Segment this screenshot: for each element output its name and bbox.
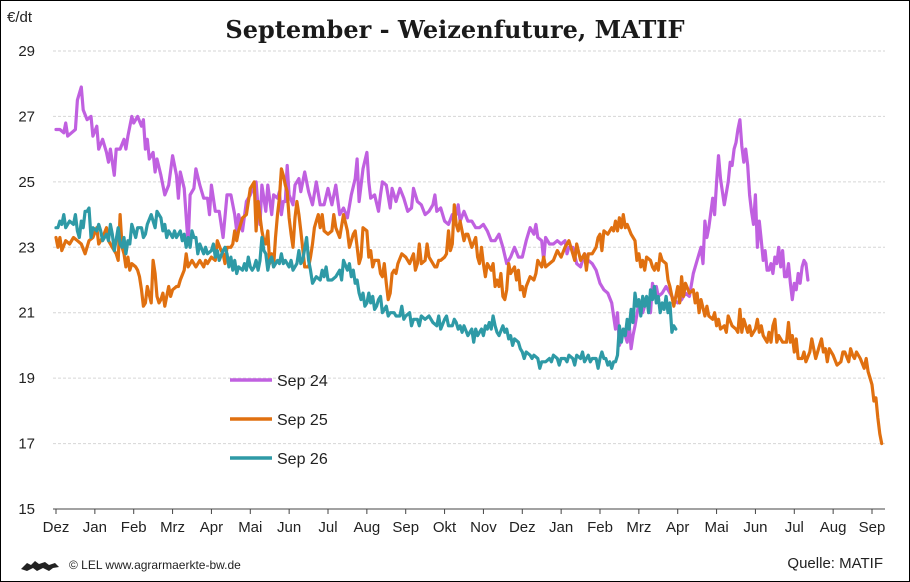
copyright-text: © LEL www.agrarmaerkte-bw.de [69,558,241,572]
legend-label: Sep 24 [277,373,328,390]
x-tick-label: Okt [433,519,457,536]
x-tick-label: Mai [704,519,728,536]
gridlines [53,50,885,510]
source-text: Quelle: MATIF [787,555,883,572]
footer-credit: © LEL www.agrarmaerkte-bw.de [19,557,241,573]
x-tick-label: Jan [83,519,107,536]
x-tick-label: Apr [200,519,223,536]
legend: Sep 24 Sep 25 Sep 26 [230,373,328,468]
y-tick-label: 25 [18,174,35,191]
x-tick-label: Feb [121,519,147,536]
x-tick-label: Nov [470,519,497,536]
x-tick-label: Jul [318,519,337,536]
y-tick-label: 15 [18,501,35,518]
x-tick-labels: Dez Jan Feb Mrz Apr Mai Jun Jul Aug Sep Okt Nov Dez J… [43,509,886,536]
y-tick-label: 19 [18,370,35,387]
x-tick-label: Aug [820,519,847,536]
x-tick-label: Dez [509,519,536,536]
x-tick-label: Dez [43,519,70,536]
y-tick-label: 17 [18,436,35,453]
x-tick-label: Jun [743,519,767,536]
x-tick-label: Jan [549,519,573,536]
x-tick-label: Mrz [160,519,185,536]
y-tick-label: 21 [18,305,35,322]
y-tick-label: 23 [18,239,35,256]
x-tick-label: Jul [785,519,804,536]
legend-label: Sep 25 [277,412,328,429]
baden-wuerttemberg-lion-logo [21,561,59,571]
series-line-sep-24 [54,85,810,351]
series-line-sep-25 [54,167,884,446]
y-tick-label: 29 [18,43,35,60]
y-tick-label: 27 [18,108,35,125]
legend-label: Sep 26 [277,451,328,468]
x-tick-label: Mai [238,519,262,536]
x-tick-label: Aug [354,519,381,536]
series-lines [54,85,884,446]
x-tick-label: Mrz [626,519,651,536]
x-tick-label: Sep [392,519,419,536]
x-tick-label: Sep [859,519,886,536]
x-tick-label: Jun [277,519,301,536]
y-unit-label: €/dt [7,9,33,26]
y-tick-labels: 15 17 19 21 23 25 27 29 [18,43,35,518]
x-tick-label: Apr [666,519,689,536]
series-line-sep-26 [54,206,678,370]
chart-title: September - Weizenfuture, MATIF [225,15,685,44]
x-tick-label: Feb [587,519,613,536]
